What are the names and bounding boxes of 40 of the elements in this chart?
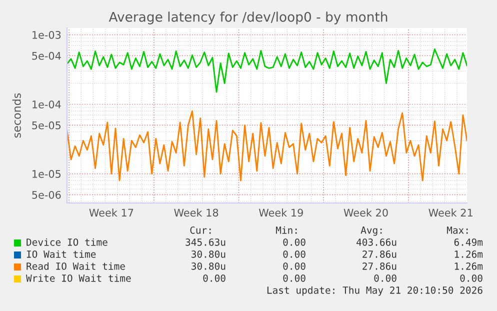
line-series bbox=[67, 48, 467, 93]
text: 0.00 bbox=[283, 238, 306, 246]
text: Cur: bbox=[190, 226, 211, 234]
x-tick-label: Week 17 bbox=[89, 208, 134, 217]
x-tick-label: Week 21 bbox=[428, 208, 472, 217]
legend-label: Device IO time bbox=[26, 238, 108, 246]
text: 0.00 bbox=[283, 262, 306, 270]
chart-title: Average latency for /dev/loop0 - by month bbox=[108, 12, 388, 24]
line-series bbox=[67, 110, 467, 182]
text: Last update: Thu May 21 20:10:50 2026 bbox=[267, 286, 482, 296]
text: Min: bbox=[276, 226, 297, 234]
x-tick-label: Week 19 bbox=[258, 208, 303, 217]
y-tick-label: 1e-05 bbox=[32, 170, 61, 178]
legend-label: Read IO Wait time bbox=[26, 262, 125, 270]
text: 0.00 bbox=[283, 250, 306, 258]
text: 403.66u bbox=[356, 238, 396, 246]
text: 6.49m bbox=[454, 238, 483, 246]
y-tick-label: 1e-04 bbox=[32, 100, 61, 108]
x-tick-label: Week 20 bbox=[344, 208, 388, 217]
text: 0.00 bbox=[203, 274, 226, 282]
text: Avg: bbox=[360, 226, 382, 236]
text: 0.00 bbox=[460, 274, 482, 282]
y-tick-label: 5e-06 bbox=[32, 190, 61, 199]
text: 30.80u bbox=[192, 262, 226, 270]
text: 27.86u bbox=[362, 262, 396, 270]
y-tick-label: 1e-03 bbox=[32, 30, 61, 39]
y-tick-label: 5e-05 bbox=[32, 121, 61, 130]
y-axis-title: seconds bbox=[12, 93, 21, 138]
text: 30.80u bbox=[192, 250, 226, 258]
text: 1.26m bbox=[454, 250, 483, 258]
text: 27.86u bbox=[362, 250, 396, 258]
text: Max: bbox=[446, 226, 468, 234]
y-tick-label: 5e-04 bbox=[32, 52, 61, 60]
legend-label: IO Wait time bbox=[26, 250, 96, 258]
text: 0.00 bbox=[283, 274, 306, 282]
x-tick-label: Week 18 bbox=[174, 208, 218, 217]
text: 0.00 bbox=[374, 274, 396, 282]
text: 345.63u bbox=[186, 238, 226, 246]
text: 1.26m bbox=[454, 262, 483, 270]
legend-label: Write IO Wait time bbox=[26, 274, 131, 282]
